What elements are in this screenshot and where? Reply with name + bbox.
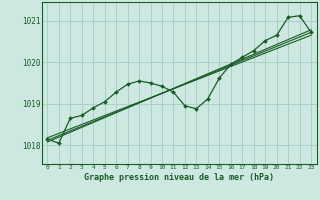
X-axis label: Graphe pression niveau de la mer (hPa): Graphe pression niveau de la mer (hPa) [84,173,274,182]
